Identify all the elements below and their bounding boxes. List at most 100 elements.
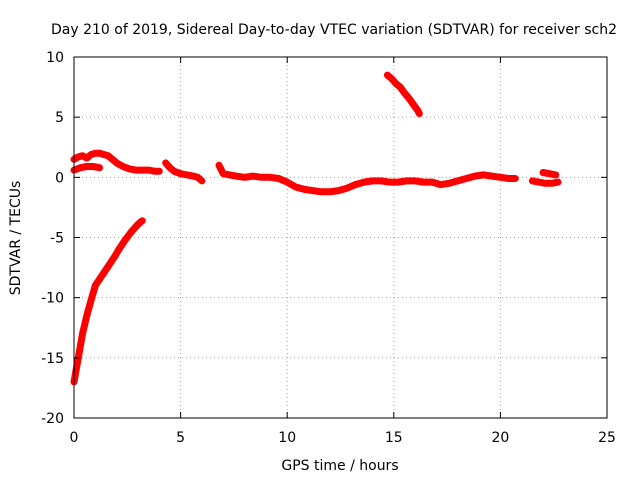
data-point: [535, 179, 542, 186]
series-band: [70, 217, 146, 386]
data-point: [284, 179, 291, 186]
data-point: [96, 164, 103, 171]
y-tick-label: -5: [50, 231, 64, 247]
data-point: [183, 171, 190, 178]
x-axis-title: GPS time / hours: [281, 458, 398, 474]
data-point: [378, 177, 385, 184]
data-point: [409, 100, 416, 107]
data-point: [250, 173, 257, 180]
y-axis-title: SDTVAR / TECUs: [8, 181, 24, 296]
data-point: [83, 163, 90, 170]
x-tick-label: 25: [598, 430, 616, 446]
series-band: [162, 159, 206, 185]
data-point: [512, 175, 519, 182]
y-tick-label: 0: [55, 170, 64, 186]
data-point: [75, 153, 82, 160]
data-point: [463, 175, 470, 182]
data-point: [145, 167, 152, 174]
data-point: [177, 170, 184, 177]
data-points: [70, 71, 562, 386]
y-tick-label: -20: [41, 411, 64, 427]
data-point: [267, 174, 274, 181]
data-point: [258, 174, 265, 181]
data-point: [497, 174, 504, 181]
data-point: [96, 150, 103, 157]
data-point: [198, 177, 205, 184]
data-point: [414, 106, 421, 113]
data-point: [397, 84, 404, 91]
y-tick-label: -10: [41, 291, 64, 307]
data-point: [162, 159, 169, 166]
x-tick-label: 10: [278, 430, 296, 446]
data-point: [226, 171, 233, 178]
data-point: [309, 187, 316, 194]
y-tick-label: -15: [41, 351, 64, 367]
y-tick-label: 10: [46, 50, 64, 66]
gridlines: [74, 57, 607, 418]
data-point: [194, 174, 201, 181]
data-point: [120, 163, 127, 170]
data-point: [139, 167, 146, 174]
data-point: [88, 151, 95, 158]
data-point: [529, 177, 536, 184]
data-point: [420, 179, 427, 186]
data-point: [139, 217, 146, 224]
data-point: [488, 173, 495, 180]
data-point: [540, 169, 547, 176]
data-point: [546, 170, 553, 177]
data-point: [384, 72, 391, 79]
data-point: [126, 165, 133, 172]
data-point: [548, 180, 555, 187]
data-point: [412, 177, 419, 184]
data-point: [405, 94, 412, 101]
data-point: [301, 186, 308, 193]
data-point: [156, 168, 163, 175]
data-point: [241, 174, 248, 181]
data-point: [386, 179, 393, 186]
data-point: [79, 330, 86, 337]
data-point: [369, 177, 376, 184]
data-point: [233, 173, 240, 180]
data-point: [122, 236, 129, 243]
data-point: [105, 152, 112, 159]
data-point: [98, 273, 105, 280]
axis-ticks: 0 5 10 15 20 25 -20 -15 -10 -5 0 5 10: [41, 50, 616, 446]
plot-frame: [73, 56, 608, 419]
data-point: [343, 185, 350, 192]
data-point: [220, 170, 227, 177]
data-point: [505, 175, 512, 182]
data-point: [83, 155, 90, 162]
x-tick-label: 5: [176, 430, 185, 446]
data-point: [171, 168, 178, 175]
data-point: [100, 151, 107, 158]
data-point: [416, 110, 423, 117]
data-point: [352, 181, 359, 188]
data-point: [401, 90, 408, 97]
data-point: [552, 171, 559, 178]
data-point: [128, 228, 135, 235]
data-point: [554, 179, 561, 186]
y-tick-label: 5: [55, 110, 64, 126]
data-point: [454, 177, 461, 184]
x-tick-label: 0: [70, 430, 79, 446]
data-point: [335, 187, 342, 194]
data-point: [480, 171, 487, 178]
x-tick-label: 15: [385, 430, 403, 446]
data-point: [115, 246, 122, 253]
data-point: [292, 183, 299, 190]
data-point: [134, 221, 141, 228]
data-point: [83, 312, 90, 319]
data-point: [392, 80, 399, 87]
data-point: [471, 173, 478, 180]
data-point: [79, 152, 86, 159]
data-point: [429, 179, 436, 186]
series-band: [215, 161, 519, 196]
data-point: [437, 181, 444, 188]
data-point: [360, 179, 367, 186]
data-point: [403, 177, 410, 184]
data-point: [326, 188, 333, 195]
data-point: [132, 167, 139, 174]
data-point: [446, 180, 453, 187]
x-tick-label: 20: [491, 430, 509, 446]
